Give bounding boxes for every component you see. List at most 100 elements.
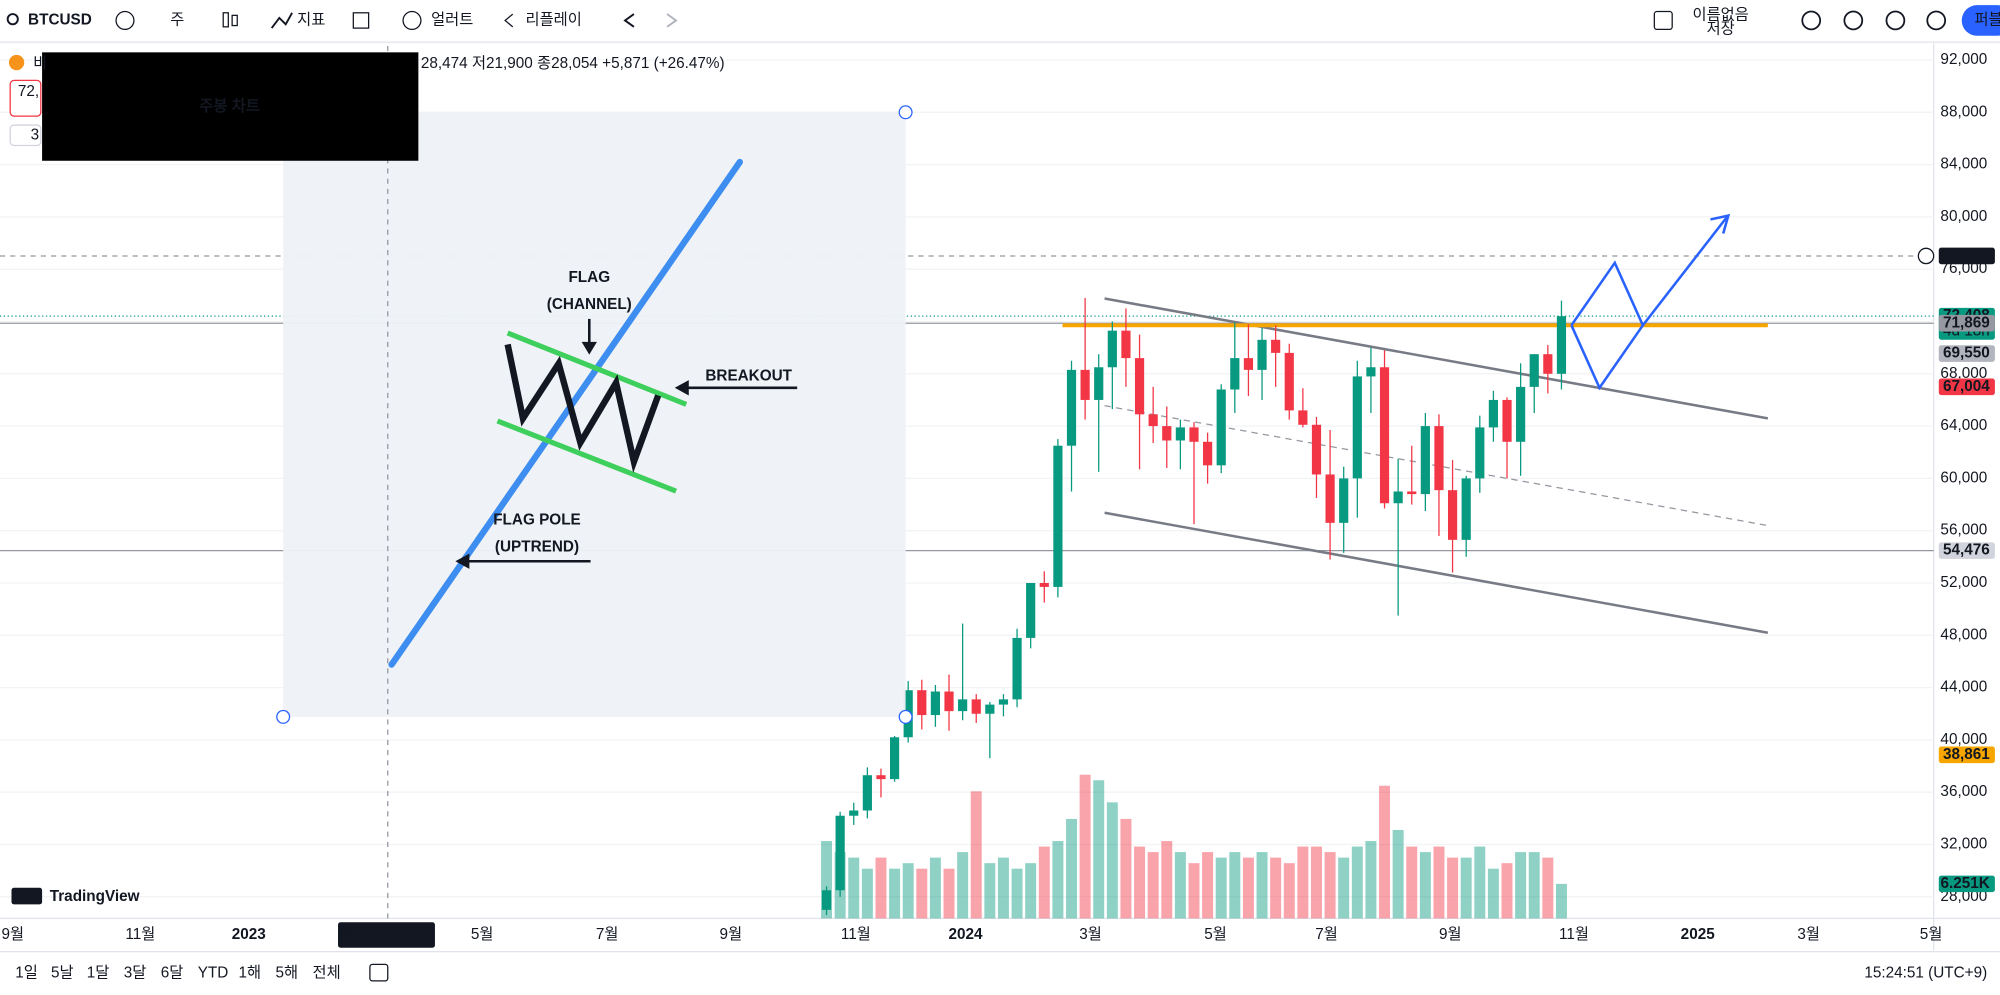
candle-body — [1012, 637, 1022, 700]
count-box[interactable] — [9, 124, 42, 147]
range-button[interactable]: YTD — [198, 964, 229, 981]
volume-bar — [1256, 852, 1268, 919]
volume-tag-label: 6.251K — [1940, 875, 1989, 892]
projection-arrowhead — [1710, 213, 1731, 234]
toolbar-icon[interactable] — [1926, 10, 1947, 31]
toolbar-icon[interactable] — [1801, 10, 1822, 31]
layout-name[interactable]: 이름없음 — [1693, 6, 1749, 23]
range-button[interactable]: 전체 — [313, 964, 341, 981]
candle-body — [1366, 367, 1376, 377]
date-range-icon[interactable] — [369, 963, 389, 982]
save-label[interactable]: 저장 — [1707, 20, 1735, 37]
candle-body — [1121, 330, 1131, 359]
candle-body — [876, 775, 886, 780]
range-button[interactable]: 1일 — [15, 964, 38, 981]
toolbar-icon[interactable] — [1885, 10, 1906, 31]
toolbar-icon[interactable] — [1843, 10, 1864, 31]
candle-body — [1162, 426, 1172, 441]
volume-bar — [1392, 829, 1404, 919]
toolbar-symbol[interactable]: BTCUSD — [28, 12, 92, 29]
volume-bar — [1528, 852, 1540, 919]
redo-icon[interactable] — [666, 13, 678, 28]
indicators-icon — [270, 12, 293, 29]
title: 주봉 차트 — [199, 98, 260, 115]
range-button[interactable]: 5날 — [51, 964, 74, 981]
volume-bar — [902, 863, 914, 919]
volume-bar — [1270, 857, 1282, 919]
time-label: 2025 — [1681, 926, 1716, 943]
candle-icon[interactable] — [222, 12, 229, 28]
tag-plus[interactable] — [1917, 247, 1935, 265]
range-button[interactable]: 1해 — [239, 964, 262, 981]
resize-handle[interactable] — [898, 709, 913, 724]
candle-body — [1407, 491, 1417, 495]
logo-mark — [11, 887, 43, 905]
candle-body — [1053, 445, 1063, 587]
toolbar-replay[interactable]: 리플레이 — [526, 12, 582, 29]
volume-bar — [929, 857, 941, 919]
candle-body — [917, 690, 927, 716]
toolbar-interval[interactable]: 주 — [170, 12, 184, 29]
legend-name: 비 — [33, 55, 47, 72]
arrowhead — [674, 380, 689, 396]
publish-label[interactable]: 퍼블 — [1974, 12, 2000, 29]
range-button[interactable]: 6달 — [161, 964, 184, 981]
time-label: 11월 — [125, 926, 155, 943]
toolbar-indicators[interactable]: 지표 — [297, 12, 325, 29]
time-label: 7월 — [596, 926, 619, 943]
range-button[interactable]: 3달 — [124, 964, 147, 981]
candle-body — [1488, 399, 1498, 428]
volume-bar — [821, 841, 833, 919]
resize-handle[interactable] — [276, 709, 291, 724]
undo-icon[interactable] — [623, 13, 635, 28]
publish-button[interactable] — [1961, 5, 2000, 36]
candle-body — [1311, 424, 1322, 475]
clock: 15:24:51 (UTC+9) — [1864, 964, 1987, 981]
time-label: 2023 — [232, 926, 266, 943]
candle-body — [985, 704, 995, 714]
candle-body — [1230, 358, 1240, 390]
candle-body — [835, 815, 845, 891]
time-label: 5월 — [471, 926, 494, 943]
candle-body — [1134, 358, 1145, 415]
volume-bar — [1106, 802, 1118, 919]
count-text: 3 — [31, 126, 40, 143]
volume-bar — [957, 852, 969, 919]
volume-bar — [997, 857, 1009, 919]
add-symbol-icon[interactable] — [115, 10, 135, 31]
volume-bar — [1188, 863, 1200, 919]
crosshair-date: 월 2023-03-13 — [338, 926, 435, 943]
candle-body — [889, 737, 900, 780]
y-tick-label: 68,000 — [1940, 365, 1987, 382]
volume-bar — [861, 868, 873, 919]
candle-body — [1243, 358, 1254, 370]
y-tick-label: 32,000 — [1940, 836, 1987, 853]
checkbox[interactable] — [1653, 10, 1673, 31]
flag-pole-label: FLAG POLE — [493, 512, 581, 529]
range-button[interactable]: 1달 — [87, 964, 110, 981]
logo: TradingView — [50, 888, 140, 905]
time-label: 9월 — [1439, 926, 1462, 943]
volume-bar — [984, 863, 996, 919]
volume-bar — [943, 868, 955, 919]
candle-body — [1271, 339, 1281, 353]
volume-bar — [1487, 868, 1499, 919]
price-tag-label: 38,861 — [1943, 746, 1990, 763]
resize-handle[interactable] — [898, 105, 913, 120]
price-tag — [1938, 542, 1995, 559]
y-tick-label: 92,000 — [1940, 51, 1987, 68]
time-label: 11월 — [1559, 926, 1589, 943]
candle-body — [1284, 352, 1294, 411]
volume-bar — [1242, 857, 1254, 919]
volume-bar — [1093, 780, 1105, 919]
range-button[interactable]: 5해 — [276, 964, 299, 981]
y-tick-label: 44,000 — [1940, 679, 1987, 696]
volume-bar — [1501, 863, 1513, 919]
layout-icon[interactable] — [352, 12, 370, 29]
price-box[interactable] — [9, 79, 42, 117]
candle-body — [821, 890, 832, 910]
candle-body — [1529, 354, 1539, 387]
volume-bar — [1134, 846, 1146, 919]
toolbar-alerts[interactable]: 얼러트 — [431, 12, 473, 29]
volume-bar — [1215, 857, 1227, 919]
